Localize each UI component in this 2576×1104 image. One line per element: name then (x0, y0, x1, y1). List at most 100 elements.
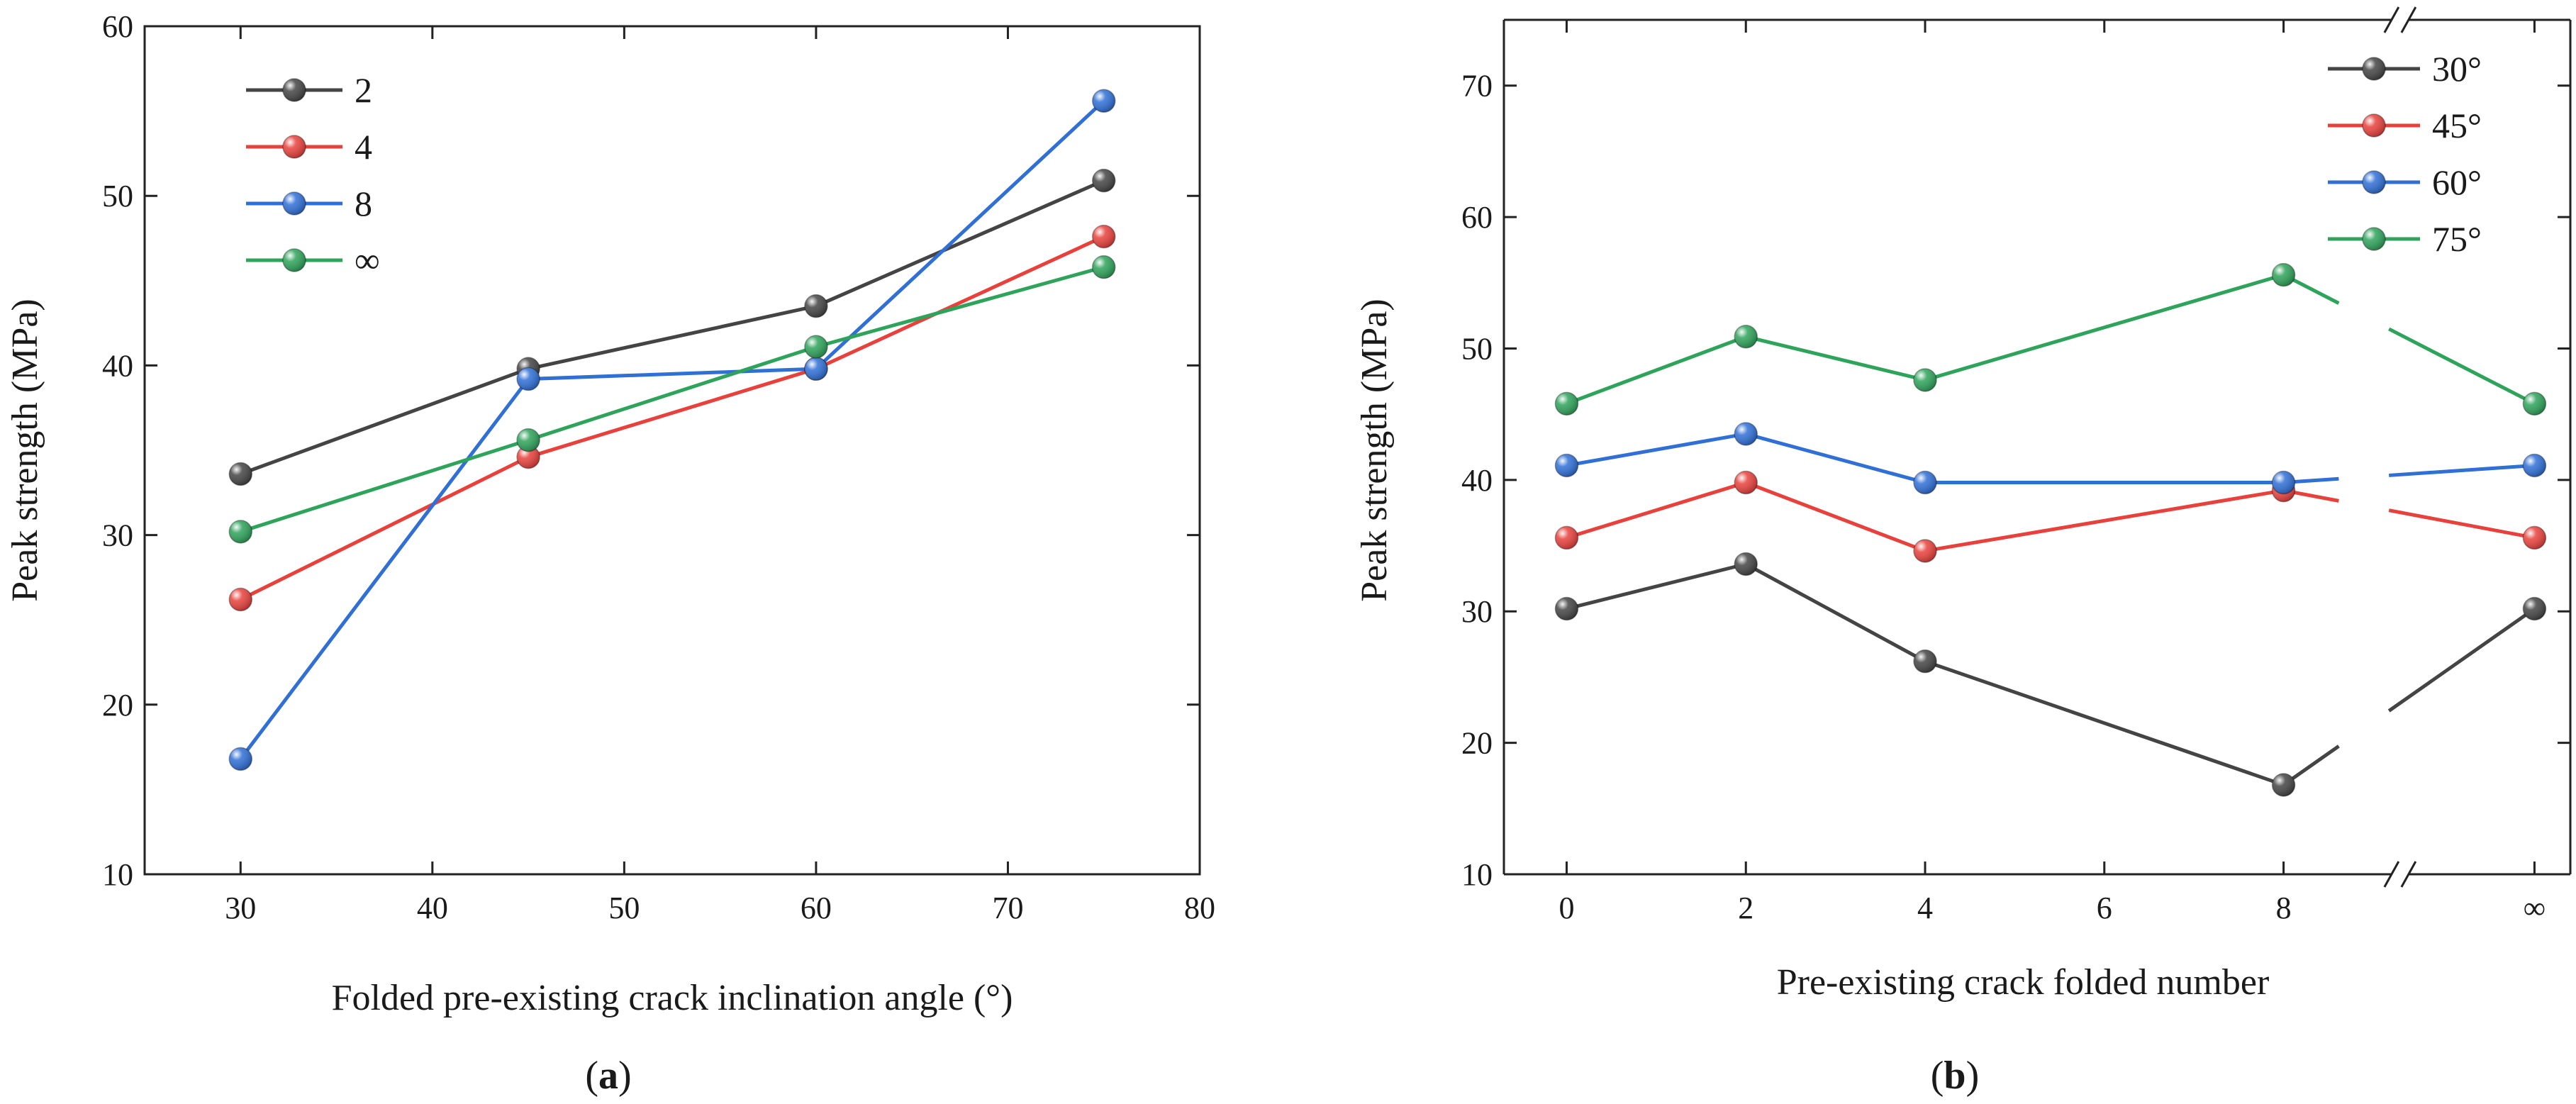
axis-ticks-b: 0 2 4 6 8 ∞ 10 20 30 40 50 60 70 (1461, 20, 2570, 925)
marker-shade (2363, 228, 2385, 250)
series-line-a (239, 99, 1105, 760)
series-break-segment-b (2387, 607, 2536, 713)
data-point-b (1554, 596, 1579, 621)
marker-shade (2523, 392, 2546, 416)
marker-shade (1555, 526, 1578, 550)
data-point-a (516, 367, 540, 391)
panel-label-a: (a) (585, 1054, 631, 1098)
legend-entry-a: 4 (246, 127, 372, 167)
x-tick-label-a: 80 (1184, 891, 1215, 925)
chart-panel-b: 0 2 4 6 8 ∞ 10 20 30 40 50 60 70 30° 45° 60° 75° Pre-ex… (1354, 6, 2572, 1098)
series-line-b (1566, 273, 2285, 406)
marker-shade (283, 249, 306, 272)
data-points-a (228, 89, 1116, 771)
data-point-a (1091, 89, 1116, 113)
marker-shade (804, 335, 827, 359)
marker-shade (2523, 526, 2546, 550)
data-point-a (804, 357, 828, 381)
series-line-b (1566, 480, 2284, 553)
series-break-segment-b (2388, 327, 2536, 406)
data-point-a (804, 294, 828, 318)
marker-shade (1555, 597, 1578, 620)
legend-swatch-marker-b (2362, 113, 2386, 138)
data-point-b (1734, 470, 1758, 495)
legend-entry-b: 30° (2328, 49, 2482, 89)
data-point-b (2271, 262, 2296, 287)
x-tick-label-a: 60 (801, 891, 832, 925)
data-point-b (2522, 391, 2547, 416)
y-tick-label-b: 60 (1461, 200, 1493, 235)
y-axis-label-a: Peak strength (MPa) (5, 299, 45, 601)
data-point-b (2522, 453, 2547, 478)
legend-b: 30° 45° 60° 75° (2328, 49, 2482, 259)
series-line-a (240, 265, 1105, 534)
y-tick-label-b: 20 (1461, 726, 1493, 761)
marker-shade (2272, 263, 2295, 286)
axes-b (1502, 6, 2572, 888)
legend-entry-b: 60° (2328, 162, 2482, 202)
marker-shade (517, 367, 540, 391)
marker-shade (2363, 114, 2385, 137)
series-line-b (1566, 432, 2284, 485)
marker-shade (1914, 471, 1937, 494)
marker-shade (1555, 454, 1578, 477)
x-axis-label-b: Pre-existing crack folded number (1777, 962, 2270, 1003)
data-point-a (228, 520, 253, 544)
plot-frame-a (143, 25, 1201, 876)
marker-shade (1092, 169, 1115, 192)
panel-label-b: (b) (1931, 1054, 1979, 1098)
data-point-b (1554, 525, 1579, 550)
data-point-b (1734, 552, 1758, 576)
legend-label-b: 30° (2432, 49, 2482, 89)
data-point-b (2522, 525, 2547, 550)
data-point-b (1554, 453, 1579, 478)
data-point-a (1091, 168, 1116, 193)
marker-shade (1734, 471, 1758, 494)
marker-shade (229, 462, 252, 486)
legend-label-a: 2 (355, 70, 372, 110)
x-axis-label-a: Folded pre-existing crack inclination an… (332, 978, 1013, 1018)
x-tick-label-a: 40 (417, 891, 448, 925)
data-point-a (1091, 224, 1116, 249)
legend-swatch-marker-b (2362, 227, 2386, 251)
marker-shade (517, 428, 540, 452)
marker-shade (804, 294, 827, 318)
y-axis-label-b: Peak strength (MPa) (1354, 299, 1395, 601)
x-tick-label-b: ∞ (2524, 891, 2546, 925)
legend-swatch-marker-a (282, 191, 306, 216)
marker-shade (1555, 392, 1578, 416)
y-tick-label-b: 70 (1461, 69, 1493, 104)
data-point-b (1734, 422, 1758, 446)
data-point-a (228, 587, 253, 612)
marker-shade (1092, 89, 1115, 113)
legend-swatch-marker-b (2362, 170, 2386, 194)
series-line-a (240, 235, 1105, 601)
legend-label-a: 8 (355, 184, 372, 223)
data-points-b (1554, 262, 2547, 797)
marker-shade (804, 357, 827, 381)
marker-shade (283, 192, 306, 215)
marker-shade (2272, 471, 2295, 494)
x-tick-label-b: 8 (2276, 891, 2292, 925)
legend-swatch-marker-a (282, 135, 306, 159)
y-tick-label-a: 50 (102, 179, 133, 213)
legend-label-b: 45° (2432, 106, 2482, 145)
data-point-b (1734, 325, 1758, 349)
series-break-segment-b (2389, 463, 2535, 477)
marker-shade (1734, 552, 1758, 576)
series-lines-a (239, 99, 1105, 760)
legend-swatch-marker-a (282, 248, 306, 272)
legend-swatch-marker-a (282, 78, 306, 102)
y-tick-label-b: 40 (1461, 463, 1493, 498)
data-point-b (1913, 368, 1937, 392)
data-point-a (804, 335, 828, 359)
marker-shade (2523, 597, 2546, 620)
legend-entry-a: ∞ (246, 240, 380, 280)
data-point-b (1913, 649, 1937, 674)
data-point-a (1091, 255, 1116, 279)
legend-label-b: 60° (2432, 162, 2482, 202)
legend-entry-a: 2 (246, 70, 372, 110)
y-tick-label-a: 40 (102, 348, 133, 383)
data-point-a (228, 747, 253, 771)
